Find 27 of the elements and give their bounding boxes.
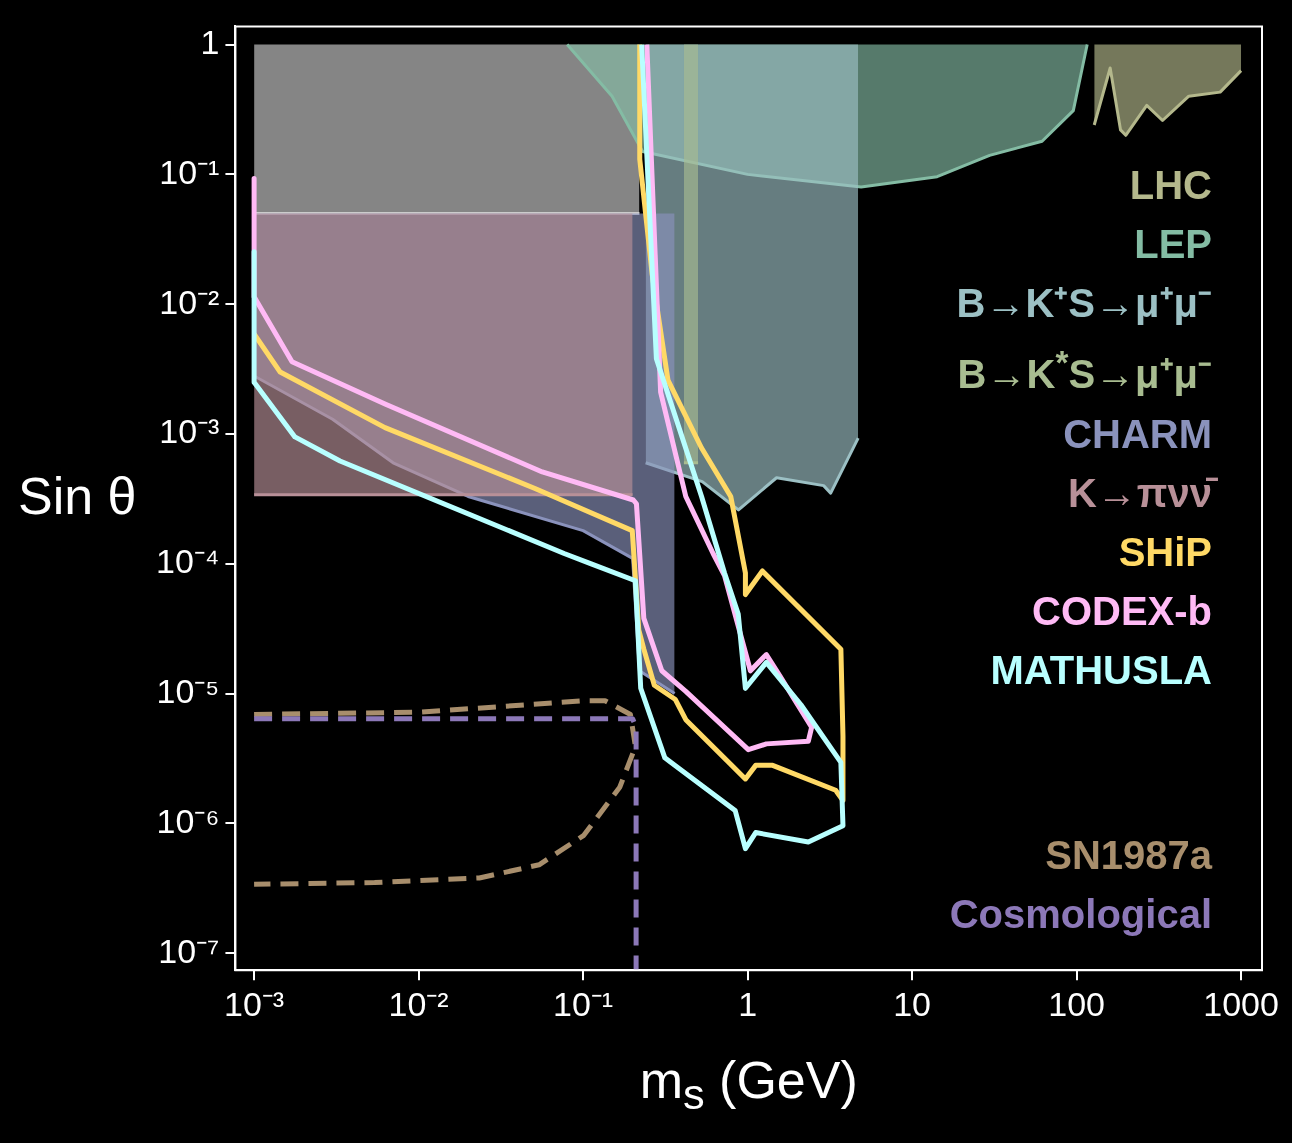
x-tick-label: 10⁻¹: [553, 984, 614, 1023]
x-tick-label: 10⁻³: [224, 984, 285, 1023]
text: B→K$^{*}$S→μ⁺μ⁻: [956, 343, 1212, 399]
y-tick-label: 10⁻³: [159, 412, 220, 451]
text: Cosmological: [949, 891, 1212, 939]
text: B→K⁺S→μ⁺μ⁻: [956, 280, 1212, 328]
y-axis-title: Sin θ: [18, 466, 137, 527]
x-tick-label: 100: [1048, 984, 1105, 1023]
series-label: LHC: [1128, 162, 1212, 210]
text: LEP: [1133, 221, 1212, 269]
x-tick-label: 10⁻²: [388, 984, 449, 1023]
text: CHARM: [1062, 410, 1212, 458]
x-tick-label: 1000: [1203, 984, 1279, 1023]
y-tick-label: 10⁻⁷: [158, 931, 220, 970]
y-tick-label: 10⁻⁶: [156, 801, 220, 840]
y-tick-label: 1: [200, 22, 220, 61]
x-tick-label: 1: [738, 984, 758, 1023]
text: SN1987a: [1044, 832, 1212, 880]
text: MATHUSLA: [989, 646, 1212, 694]
y-tick-label: 10⁻²: [159, 282, 220, 321]
text: SHiP: [1117, 528, 1212, 576]
y-tick-label: 10⁻⁵: [156, 671, 220, 710]
x-tick-label: 10: [893, 984, 932, 1023]
x-axis-title: m$_{s}$ (GeV): [638, 1050, 859, 1120]
y-tick-label: 10⁻¹: [159, 152, 220, 191]
y-tick-label: 10⁻⁴: [155, 542, 220, 581]
text: CODEX-b: [1031, 587, 1212, 635]
